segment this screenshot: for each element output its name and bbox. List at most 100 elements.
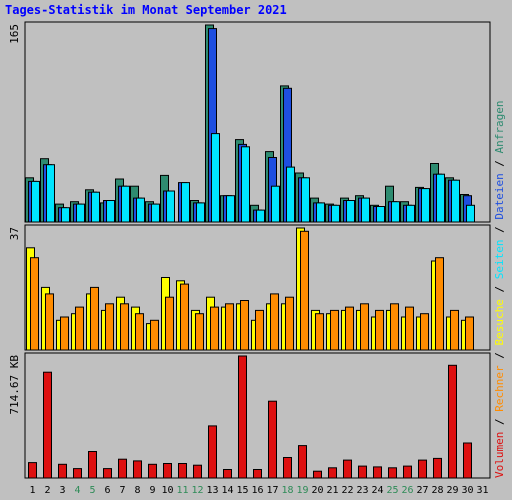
- bar-volumen-day-15: [238, 355, 247, 479]
- x-tick-label-12: 12: [191, 485, 203, 496]
- bar-seiten-day-13: [211, 133, 220, 223]
- bar-seiten-day-5: [91, 191, 100, 223]
- bar-rechner-day-19: [300, 230, 309, 351]
- bar-volumen-day-17: [268, 400, 277, 479]
- x-tick-label-22: 22: [341, 485, 353, 496]
- bar-rechner-day-4: [75, 306, 84, 351]
- bar-volumen-day-1: [28, 462, 37, 479]
- x-tick-label-6: 6: [104, 485, 110, 496]
- scale-label-top: 165: [8, 24, 21, 44]
- bar-volumen-day-5: [88, 451, 97, 479]
- bar-rechner-day-9: [150, 319, 159, 351]
- bar-seiten-day-14: [226, 195, 235, 223]
- bar-volumen-day-6: [103, 468, 112, 479]
- bar-seiten-day-29: [451, 179, 460, 223]
- bar-seiten-day-2: [46, 164, 55, 223]
- bar-volumen-day-29: [448, 364, 457, 479]
- bar-volumen-day-26: [403, 465, 412, 479]
- bar-rechner-day-16: [255, 309, 264, 351]
- bar-volumen-day-22: [343, 459, 352, 479]
- x-tick-label-14: 14: [221, 485, 233, 496]
- x-tick-label-8: 8: [134, 485, 140, 496]
- x-tick-label-5: 5: [89, 485, 95, 496]
- bar-volumen-day-2: [43, 371, 52, 479]
- legend-separator: /: [493, 412, 506, 432]
- scale-label-bottom: 714.67 KB: [8, 355, 21, 415]
- bar-rechner-day-6: [105, 303, 114, 351]
- legend-entry-dateien: Dateien: [493, 173, 506, 219]
- legend-separator: /: [493, 220, 506, 240]
- x-axis-labels: 1 2 3 4 5 6 7 8 9 10 11 12 13 14 15 16 17 18 19 20 21 22 23 24 2…: [29, 485, 488, 496]
- bar-seiten-day-30: [466, 204, 475, 223]
- bar-rechner-day-13: [210, 306, 219, 351]
- x-tick-label-26: 26: [401, 485, 413, 496]
- bar-seiten-day-8: [136, 197, 145, 223]
- x-tick-label-13: 13: [206, 485, 218, 496]
- scale-labels: 165 37 714.67 KB: [8, 24, 21, 415]
- x-tick-label-23: 23: [356, 485, 368, 496]
- bar-rechner-day-23: [360, 303, 369, 351]
- bar-volumen-day-7: [118, 458, 127, 479]
- bar-rechner-day-30: [465, 316, 474, 351]
- bar-seiten-day-20: [316, 202, 325, 223]
- bar-seiten-day-3: [61, 207, 70, 223]
- bar-rechner-day-28: [435, 257, 444, 351]
- bar-seiten-day-28: [436, 173, 445, 223]
- bar-volumen-day-27: [418, 459, 427, 479]
- bar-seiten-day-24: [376, 206, 385, 223]
- bar-rechner-day-17: [270, 293, 279, 351]
- bar-rechner-day-20: [315, 313, 324, 351]
- bar-volumen-day-14: [223, 469, 232, 479]
- bar-seiten-day-21: [331, 204, 340, 223]
- bar-seiten-day-19: [301, 177, 310, 223]
- x-tick-label-10: 10: [161, 485, 173, 496]
- x-tick-label-31: 31: [476, 485, 488, 496]
- bar-rechner-day-27: [420, 313, 429, 351]
- bar-seiten-day-7: [121, 185, 130, 223]
- legend-entry-besuche: Besuche: [493, 299, 506, 345]
- bar-rechner-day-24: [375, 309, 384, 351]
- bar-volumen-day-20: [313, 470, 322, 479]
- bar-seiten-day-25: [391, 201, 400, 223]
- bar-volumen-day-3: [58, 463, 67, 479]
- series-seiten: [31, 133, 475, 223]
- bar-rechner-day-29: [450, 309, 459, 351]
- bar-seiten-day-17: [271, 185, 280, 223]
- bar-rechner-day-25: [390, 303, 399, 351]
- bar-rechner-day-12: [195, 313, 204, 351]
- bar-volumen-day-11: [178, 463, 187, 479]
- bar-seiten-day-23: [361, 197, 370, 223]
- bar-volumen-day-19: [298, 445, 307, 479]
- bar-rechner-day-15: [240, 300, 249, 351]
- x-tick-label-19: 19: [296, 485, 308, 496]
- x-tick-label-7: 7: [119, 485, 125, 496]
- bar-rechner-day-18: [285, 296, 294, 351]
- bar-seiten-day-18: [286, 166, 295, 223]
- x-tick-label-17: 17: [266, 485, 278, 496]
- bar-volumen-day-24: [373, 466, 382, 479]
- bar-seiten-day-12: [196, 202, 205, 223]
- x-tick-label-28: 28: [431, 485, 443, 496]
- bar-volumen-day-9: [148, 463, 157, 479]
- plot-panels: [24, 21, 491, 479]
- bar-rechner-day-3: [60, 316, 69, 351]
- x-tick-label-30: 30: [461, 485, 473, 496]
- legend-separator: /: [493, 153, 506, 173]
- x-tick-label-27: 27: [416, 485, 428, 496]
- bar-volumen-day-21: [328, 467, 337, 479]
- x-tick-label-25: 25: [386, 485, 398, 496]
- bar-volumen-day-30: [463, 442, 472, 479]
- x-tick-label-11: 11: [176, 485, 188, 496]
- bar-volumen-day-10: [163, 463, 172, 479]
- legend-entry-anfragen: Anfragen: [493, 100, 506, 153]
- bar-rechner-day-7: [120, 303, 129, 351]
- bar-seiten-day-15: [241, 146, 250, 223]
- legend-entry-seiten: Seiten: [493, 240, 506, 280]
- legend-entry-rechner: Rechner: [493, 365, 506, 412]
- bar-seiten-day-26: [406, 204, 415, 223]
- bar-volumen-day-18: [283, 457, 292, 479]
- bar-rechner-day-1: [30, 257, 39, 351]
- legend-text: Volumen / Rechner / Besuche / Seiten / D…: [493, 100, 506, 478]
- x-tick-label-4: 4: [74, 485, 80, 496]
